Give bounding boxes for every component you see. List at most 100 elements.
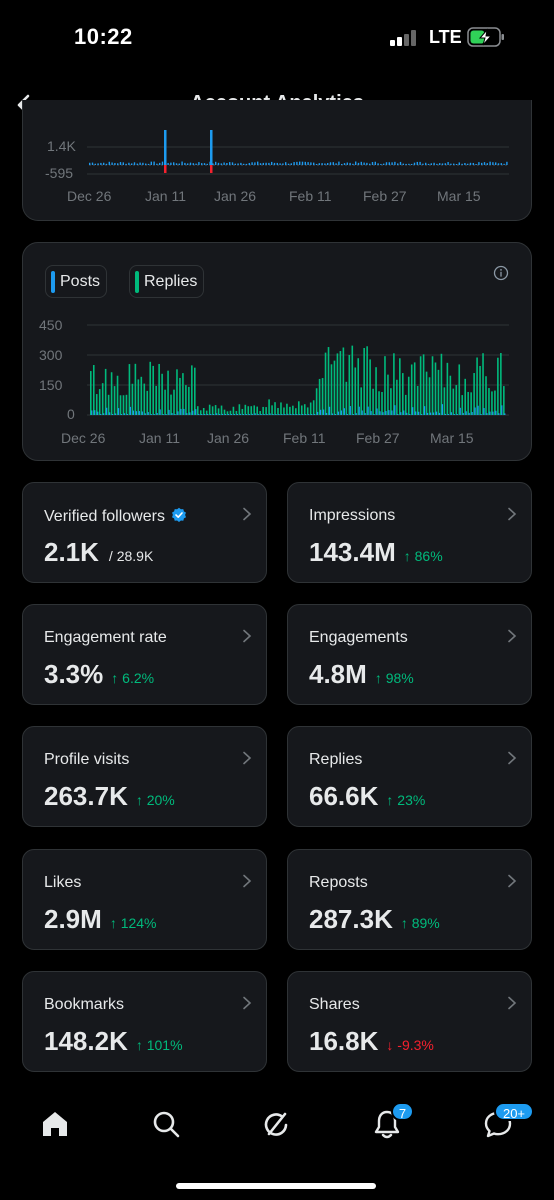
y-tick-label: 0 <box>67 406 75 422</box>
posts-bar <box>242 414 244 415</box>
metric-card-engagements[interactable]: Engagements 4.8M ↑ 98% <box>287 604 532 705</box>
posts-bar <box>311 414 313 415</box>
posts-bar <box>409 414 411 415</box>
posts-bar <box>248 414 250 415</box>
info-icon[interactable] <box>493 265 509 281</box>
replies-bar <box>229 410 232 415</box>
posts-bar <box>97 411 99 415</box>
impressions-bar <box>203 163 206 165</box>
replies-bar <box>473 373 475 415</box>
replies-bar <box>402 373 404 415</box>
metric-value: 2.9M <box>44 904 102 934</box>
replies-bar <box>416 385 419 415</box>
impressions-bar <box>170 162 172 165</box>
legend-replies[interactable]: Replies <box>129 265 204 298</box>
posts-bar <box>364 413 366 415</box>
metric-card-reposts[interactable]: Reposts 287.3K ↑ 89% <box>287 849 532 950</box>
impressions-bar <box>133 162 136 165</box>
impressions-bar <box>142 162 144 165</box>
impressions-bar <box>363 162 365 165</box>
impressions-bar <box>299 161 301 165</box>
impressions-bar <box>472 162 474 165</box>
metric-card-verified-followers[interactable]: Verified followers 2.1K / 28.9K <box>22 482 267 583</box>
replies-bar <box>95 394 98 415</box>
replies-bar <box>497 357 499 415</box>
posts-bar <box>106 407 108 415</box>
posts-bar <box>474 407 476 415</box>
impressions-bar <box>114 162 116 165</box>
metric-card-likes[interactable]: Likes 2.9M ↑ 124% <box>22 849 267 950</box>
replies-bar <box>179 377 181 415</box>
posts-bar <box>296 414 298 415</box>
home-icon[interactable] <box>39 1108 71 1140</box>
replies-bar <box>170 394 172 415</box>
replies-bar <box>440 353 443 415</box>
replies-bar <box>110 372 113 415</box>
messages-icon[interactable] <box>482 1108 514 1140</box>
posts-bar <box>156 412 158 415</box>
posts-bar <box>299 414 301 415</box>
replies-bar <box>194 367 196 415</box>
metric-card-impressions[interactable]: Impressions 143.4M ↑ 86% <box>287 482 532 583</box>
replies-bar <box>199 410 202 415</box>
x-tick-label: Dec 26 <box>61 430 106 446</box>
replies-bar <box>211 406 214 415</box>
metric-card-profile-visits[interactable]: Profile visits 263.7K ↑ 20% <box>22 726 267 827</box>
replies-bar <box>333 360 336 415</box>
posts-bar <box>112 414 114 415</box>
replies-bar <box>312 400 315 415</box>
replies-bar <box>208 404 211 415</box>
impressions-bar <box>436 163 438 165</box>
posts-bar <box>138 411 140 415</box>
metric-change: ↑ 6.2% <box>111 670 155 686</box>
impressions-bar <box>377 163 379 165</box>
replies-bar <box>191 365 193 415</box>
replies-bar <box>256 406 258 415</box>
posts-bar <box>334 414 337 415</box>
posts-bar <box>266 414 268 415</box>
replies-bar <box>375 367 377 415</box>
posts-bar <box>406 412 408 415</box>
metric-card-engagement-rate[interactable]: Engagement rate 3.3% ↑ 6.2% <box>22 604 267 705</box>
impressions-bar <box>453 163 455 165</box>
chevron-right-icon <box>508 507 517 521</box>
posts-bar <box>168 409 170 415</box>
metric-card-bookmarks[interactable]: Bookmarks 148.2K ↑ 101% <box>22 971 267 1072</box>
replies-bar <box>303 404 306 415</box>
replies-bar <box>280 402 282 415</box>
posts-bar <box>114 413 117 415</box>
impressions-bar <box>357 162 360 165</box>
replies-bar <box>449 375 452 415</box>
impressions-bar <box>198 162 200 165</box>
metric-label: Shares <box>309 996 360 1013</box>
impressions-bar <box>251 162 253 165</box>
impressions-bar <box>125 163 127 165</box>
impressions-bar <box>408 163 410 165</box>
impressions-bar <box>237 163 239 165</box>
posts-bar <box>459 407 461 415</box>
posts-bar <box>257 414 259 415</box>
impressions-bar <box>103 162 105 165</box>
impressions-bar <box>380 163 382 165</box>
metric-change: ↑ 124% <box>109 915 157 931</box>
posts-bar <box>213 414 215 415</box>
metric-card-replies[interactable]: Replies 66.6K ↑ 23% <box>287 726 532 827</box>
replies-bar <box>182 373 184 415</box>
metric-value: 16.8K <box>309 1026 379 1056</box>
legend-posts[interactable]: Posts <box>45 265 107 298</box>
y-tick-label: 300 <box>39 347 63 363</box>
replies-bar <box>381 391 383 415</box>
impressions-bar <box>100 162 102 165</box>
grok-icon[interactable] <box>261 1108 293 1140</box>
search-icon[interactable] <box>150 1108 182 1140</box>
impressions-bar <box>287 163 290 165</box>
impressions-bar <box>385 162 388 165</box>
impressions-bar <box>399 161 402 165</box>
replies-bar <box>292 405 294 415</box>
status-bar: 10:22 LTE <box>0 0 554 76</box>
posts-bar <box>100 414 102 415</box>
replies-bar <box>140 376 143 415</box>
impressions-bar <box>383 163 385 165</box>
metric-card-shares[interactable]: Shares 16.8K ↓ -9.3% <box>287 971 532 1072</box>
metric-change: ↑ 86% <box>403 548 443 564</box>
